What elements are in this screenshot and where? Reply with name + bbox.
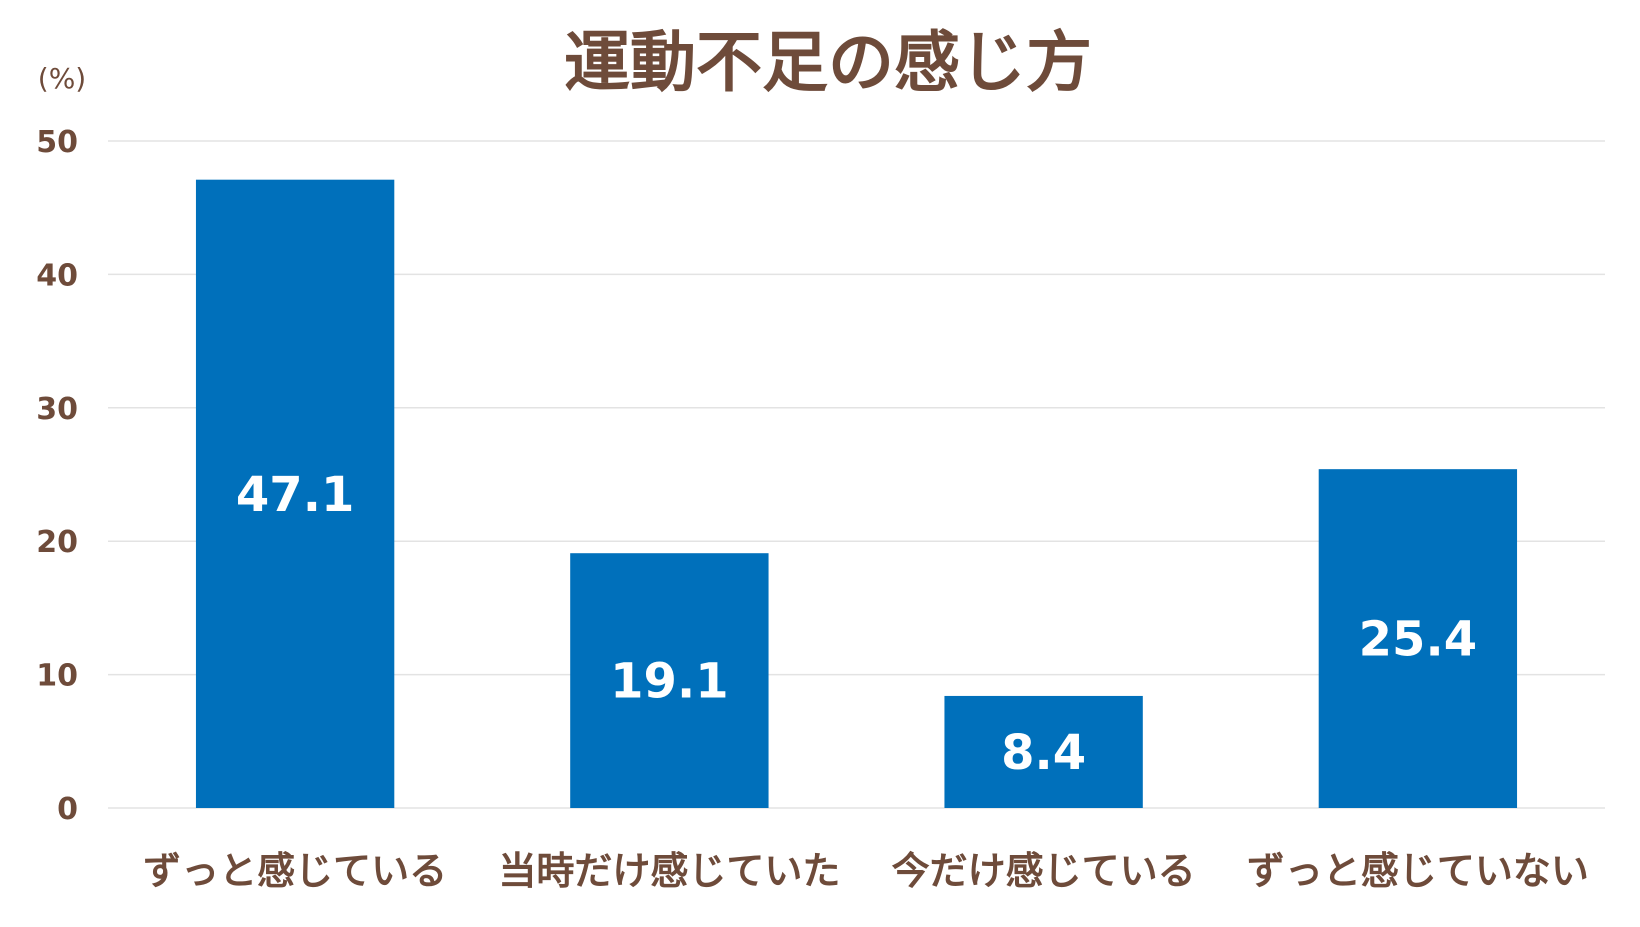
y-axis-ticks: 0 10 20 30 40 50 — [36, 125, 78, 827]
x-axis-category-labels: ずっと感じている 当時だけ感じていた 今だけ感じている ずっと感じていない — [143, 849, 1589, 893]
y-tick-label: 30 — [36, 392, 78, 427]
y-tick-label: 20 — [36, 525, 78, 560]
bar-value-label: 19.1 — [610, 654, 728, 710]
y-axis-unit-label: (%) — [38, 62, 86, 95]
x-category-label: ずっと感じている — [143, 849, 447, 893]
bar — [1318, 469, 1518, 808]
y-tick-label: 0 — [57, 792, 78, 827]
chart-title: 運動不足の感じ方 — [564, 24, 1092, 101]
bars: 47.1 19.1 8.4 25.4 — [195, 179, 1518, 808]
y-tick-label: 50 — [36, 125, 78, 160]
y-tick-label: 10 — [36, 659, 78, 694]
x-category-label: 当時だけ感じていた — [498, 849, 840, 893]
bar-value-label: 47.1 — [236, 467, 354, 523]
x-category-label: 今だけ感じている — [892, 849, 1196, 893]
bar — [570, 553, 769, 808]
bar — [195, 179, 395, 808]
bar — [944, 695, 1143, 808]
y-tick-label: 40 — [36, 258, 78, 293]
x-category-label: ずっと感じていない — [1247, 849, 1589, 893]
bar-value-label: 25.4 — [1359, 612, 1477, 668]
bar-value-label: 8.4 — [1001, 725, 1086, 781]
